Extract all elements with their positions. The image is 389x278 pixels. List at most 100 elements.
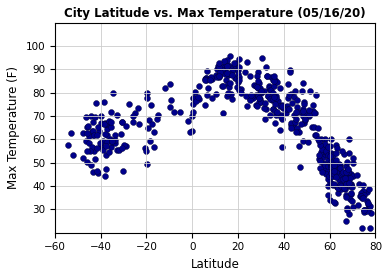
Point (316, 138, 322, 143)
Point (257, 99, 263, 104)
Point (365, 187, 371, 191)
Point (234, 85, 240, 90)
Point (213, 92, 219, 96)
Point (298, 121, 304, 126)
Point (337, 183, 343, 188)
Point (96, 129, 102, 133)
Point (329, 160, 335, 165)
Point (301, 101, 307, 106)
Point (254, 93, 261, 98)
Point (322, 142, 328, 147)
Point (342, 177, 349, 182)
Point (301, 121, 307, 125)
Point (306, 113, 312, 118)
Point (88, 163, 95, 167)
Point (364, 208, 370, 213)
Point (317, 137, 324, 142)
Point (332, 200, 338, 205)
Point (256, 99, 263, 104)
Point (144, 162, 151, 166)
Point (295, 143, 301, 148)
Point (90, 120, 96, 124)
Point (329, 162, 336, 167)
Point (336, 178, 342, 183)
Point (322, 149, 328, 154)
Point (130, 114, 136, 119)
Point (329, 174, 335, 178)
Point (329, 169, 336, 173)
Point (325, 184, 331, 189)
Point (227, 54, 233, 59)
Point (270, 96, 276, 101)
Point (279, 104, 285, 108)
Point (286, 93, 292, 97)
Point (291, 121, 297, 125)
Point (94, 133, 100, 137)
Point (364, 199, 371, 203)
Point (236, 56, 242, 61)
Point (338, 187, 344, 191)
Point (347, 196, 353, 201)
Point (214, 75, 220, 79)
Point (114, 147, 121, 152)
Point (264, 73, 270, 78)
Point (325, 158, 331, 162)
Point (107, 137, 113, 141)
Point (294, 98, 300, 102)
Point (114, 113, 120, 117)
Point (331, 158, 337, 163)
Point (118, 132, 124, 136)
Point (341, 186, 347, 190)
Point (89, 129, 95, 133)
Point (284, 107, 290, 112)
Point (154, 116, 160, 121)
Point (274, 110, 280, 115)
Point (296, 130, 302, 134)
Point (273, 93, 279, 98)
Point (322, 149, 329, 153)
Point (167, 105, 173, 110)
Point (144, 95, 150, 100)
Point (98, 120, 105, 125)
Point (224, 71, 230, 75)
Point (329, 168, 335, 173)
Point (343, 193, 349, 197)
Point (307, 108, 313, 112)
Point (362, 208, 368, 212)
Point (336, 162, 342, 167)
Point (328, 151, 334, 155)
Point (244, 60, 251, 64)
Point (91, 133, 98, 137)
Point (95, 125, 101, 129)
Point (258, 88, 264, 93)
Point (278, 114, 284, 119)
Point (336, 170, 343, 174)
Point (225, 90, 231, 95)
Point (193, 97, 199, 101)
Point (301, 100, 307, 104)
Point (335, 190, 342, 195)
Point (319, 166, 326, 170)
Point (330, 182, 336, 187)
Point (333, 170, 340, 175)
Point (130, 120, 136, 124)
Point (226, 81, 233, 85)
Point (348, 172, 354, 176)
Point (325, 177, 331, 181)
Point (315, 153, 322, 157)
Point (258, 100, 265, 105)
Point (196, 83, 202, 88)
Point (327, 160, 333, 165)
Point (272, 121, 279, 125)
Point (336, 166, 343, 170)
Point (271, 95, 277, 100)
Point (229, 69, 235, 74)
Point (70, 152, 77, 157)
Point (345, 170, 351, 174)
Point (151, 130, 157, 134)
Point (189, 114, 195, 118)
Point (110, 90, 116, 95)
Point (265, 94, 271, 98)
Point (103, 152, 109, 157)
Point (291, 89, 298, 93)
